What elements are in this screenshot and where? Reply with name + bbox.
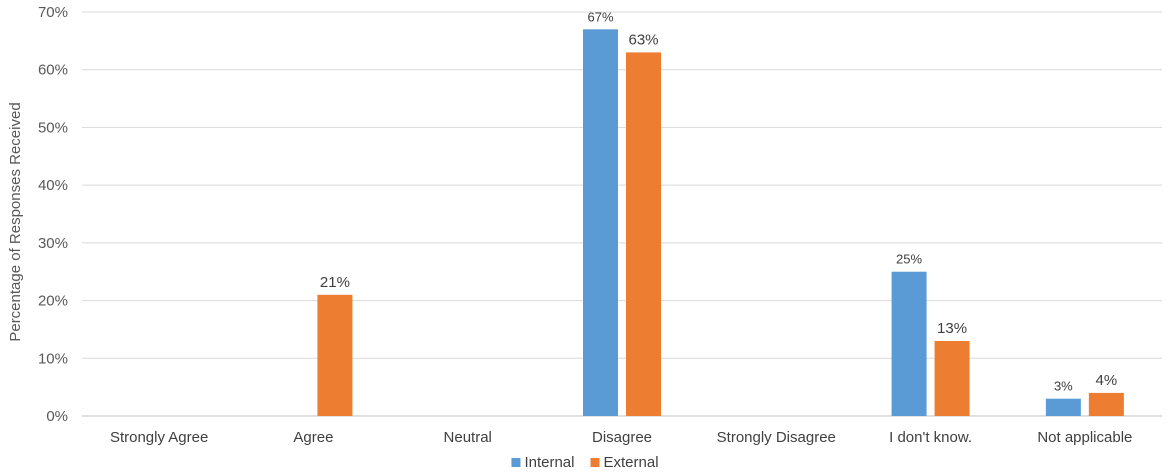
- data-label: 4%: [1096, 372, 1118, 389]
- gridlines: [82, 11, 1162, 417]
- category-label: Agree: [293, 429, 333, 446]
- y-tick-label: 0%: [46, 408, 68, 425]
- data-label: 21%: [320, 274, 350, 291]
- bar-external: [626, 52, 661, 417]
- legend-label: Internal: [524, 454, 574, 471]
- legend: Internal External: [511, 454, 659, 471]
- bar-external: [1088, 392, 1124, 416]
- bar-internal: [583, 29, 618, 417]
- bar-internal: [1045, 398, 1081, 416]
- y-tick-label: 30%: [38, 235, 68, 252]
- category-label: I don't know.: [889, 429, 972, 446]
- category-label: Neutral: [444, 429, 492, 446]
- category-label: Not applicable: [1037, 429, 1132, 446]
- y-tick-label: 50%: [38, 119, 68, 136]
- category-label: Disagree: [592, 429, 652, 446]
- category-label: Strongly Disagree: [717, 429, 836, 446]
- data-label: 3%: [1054, 379, 1073, 394]
- y-axis-ticks: 0% 10% 20% 30% 40% 50% 60% 70%: [38, 4, 68, 425]
- category-labels: Strongly Agree Agree Neutral Disagree Strong…: [110, 429, 1132, 446]
- legend-swatch: [590, 458, 600, 467]
- bars: [317, 29, 1124, 417]
- data-label: 67%: [587, 9, 613, 24]
- y-axis-label: Percentage of Responses Received: [7, 102, 24, 341]
- y-tick-label: 20%: [38, 293, 68, 310]
- y-tick-label: 60%: [38, 62, 68, 79]
- bar-external: [317, 294, 353, 416]
- y-tick-label: 70%: [38, 4, 68, 21]
- data-labels: 21% 67% 63% 25% 13% 3% 4%: [320, 9, 1117, 393]
- bar-internal: [891, 271, 927, 416]
- legend-label: External: [604, 454, 659, 471]
- y-tick-label: 40%: [38, 177, 68, 194]
- category-label: Strongly Agree: [110, 429, 208, 446]
- data-label: 13%: [937, 320, 967, 337]
- legend-swatch: [511, 458, 521, 467]
- y-tick-label: 10%: [38, 350, 68, 367]
- data-label: 25%: [896, 252, 922, 267]
- data-label: 63%: [628, 31, 658, 48]
- bar-external: [934, 340, 970, 416]
